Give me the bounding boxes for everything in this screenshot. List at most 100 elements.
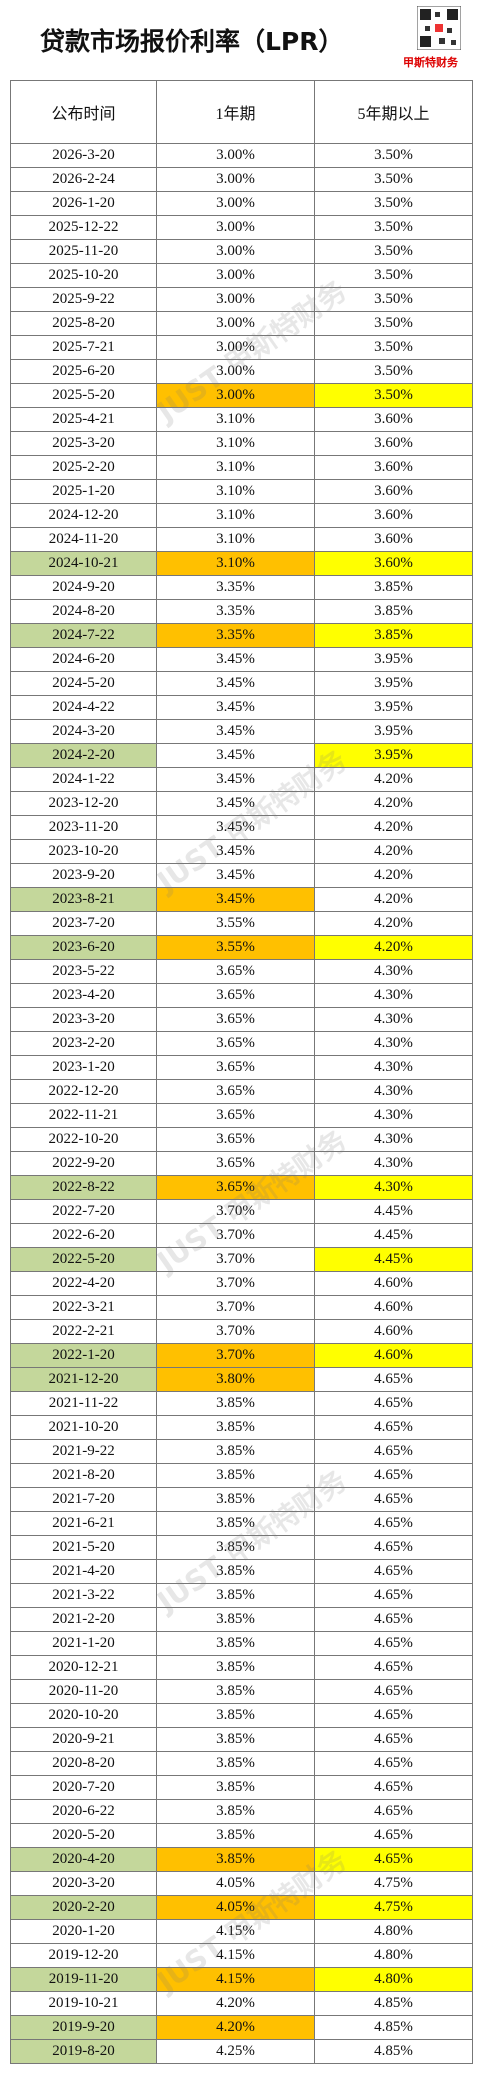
table-cell: 4.05%: [156, 1895, 315, 1920]
table-row: 2022-3-21 3.70% 4.60%: [10, 1295, 473, 1320]
table-row: 2024-6-20 3.45% 3.95%: [10, 647, 473, 672]
table-cell: 2024-2-20: [10, 743, 157, 768]
lpr-table: 公布时间 1年期 5年期以上 2026-3-20 3.00% 3.50% 2026-2-2…: [10, 80, 473, 2064]
table-cell: 4.85%: [314, 2015, 473, 2040]
table-row: 2026-1-20 3.00% 3.50%: [10, 191, 473, 216]
table-row: 2023-10-20 3.45% 4.20%: [10, 839, 473, 864]
table-cell: 3.45%: [156, 743, 315, 768]
table-cell: 4.20%: [314, 815, 473, 840]
table-cell: 4.30%: [314, 1007, 473, 1032]
table-cell: 4.65%: [314, 1799, 473, 1824]
table-cell: 4.80%: [314, 1919, 473, 1944]
table-row: 2021-10-20 3.85% 4.65%: [10, 1415, 473, 1440]
table-cell: 3.45%: [156, 647, 315, 672]
table-row: 2022-2-21 3.70% 4.60%: [10, 1319, 473, 1344]
table-row: 2020-10-20 3.85% 4.65%: [10, 1703, 473, 1728]
table-cell: 3.60%: [314, 431, 473, 456]
table-cell: 2022-9-20: [10, 1151, 157, 1176]
table-cell: 4.25%: [156, 2039, 315, 2064]
table-cell: 3.10%: [156, 431, 315, 456]
table-cell: 3.45%: [156, 791, 315, 816]
table-cell: 3.95%: [314, 719, 473, 744]
table-cell: 3.95%: [314, 743, 473, 768]
table-cell: 3.00%: [156, 143, 315, 168]
table-row: 2021-1-20 3.85% 4.65%: [10, 1631, 473, 1656]
table-cell: 4.65%: [314, 1439, 473, 1464]
table-cell: 3.85%: [156, 1631, 315, 1656]
table-cell: 3.00%: [156, 191, 315, 216]
table-cell: 3.95%: [314, 695, 473, 720]
table-cell: 4.30%: [314, 1055, 473, 1080]
table-cell: 2026-2-24: [10, 167, 157, 192]
table-row: 2024-4-22 3.45% 3.95%: [10, 695, 473, 720]
table-cell: 3.65%: [156, 1055, 315, 1080]
table-row: 2025-12-22 3.00% 3.50%: [10, 215, 473, 240]
table-cell: 3.50%: [314, 239, 473, 264]
table-cell: 4.65%: [314, 1655, 473, 1680]
table-row: 2024-9-20 3.35% 3.85%: [10, 575, 473, 600]
table-cell: 2020-12-21: [10, 1655, 157, 1680]
table-row: 2025-7-21 3.00% 3.50%: [10, 335, 473, 360]
table-cell: 4.20%: [314, 791, 473, 816]
table-cell: 4.20%: [314, 911, 473, 936]
table-cell: 3.85%: [156, 1535, 315, 1560]
table-cell: 3.85%: [314, 599, 473, 624]
table-cell: 4.15%: [156, 1919, 315, 1944]
table-cell: 2023-11-20: [10, 815, 157, 840]
table-cell: 3.70%: [156, 1199, 315, 1224]
table-cell: 4.60%: [314, 1271, 473, 1296]
table-cell: 4.65%: [314, 1511, 473, 1536]
table-cell: 4.05%: [156, 1871, 315, 1896]
table-cell: 2019-10-21: [10, 1991, 157, 2016]
table-cell: 4.80%: [314, 1943, 473, 1968]
table-row: 2025-11-20 3.00% 3.50%: [10, 239, 473, 264]
table-row: 2021-9-22 3.85% 4.65%: [10, 1439, 473, 1464]
table-cell: 2022-12-20: [10, 1079, 157, 1104]
table-cell: 3.45%: [156, 815, 315, 840]
table-cell: 3.65%: [156, 983, 315, 1008]
table-cell: 2025-7-21: [10, 335, 157, 360]
table-cell: 2023-9-20: [10, 863, 157, 888]
table-cell: 2023-10-20: [10, 839, 157, 864]
table-row: 2020-11-20 3.85% 4.65%: [10, 1679, 473, 1704]
table-cell: 3.85%: [156, 1775, 315, 1800]
table-row: 2021-7-20 3.85% 4.65%: [10, 1487, 473, 1512]
table-cell: 2025-11-20: [10, 239, 157, 264]
table-row: 2021-11-22 3.85% 4.65%: [10, 1391, 473, 1416]
table-row: 2022-10-20 3.65% 4.30%: [10, 1127, 473, 1152]
table-cell: 3.35%: [156, 575, 315, 600]
table-cell: 2024-12-20: [10, 503, 157, 528]
table-cell: 2019-11-20: [10, 1967, 157, 1992]
table-cell: 3.00%: [156, 167, 315, 192]
table-cell: 2021-8-20: [10, 1463, 157, 1488]
table-cell: 2019-9-20: [10, 2015, 157, 2040]
table-row: 2021-3-22 3.85% 4.65%: [10, 1583, 473, 1608]
table-row: 2023-6-20 3.55% 4.20%: [10, 935, 473, 960]
table-row: 2020-1-20 4.15% 4.80%: [10, 1919, 473, 1944]
table-row: 2019-8-20 4.25% 4.85%: [10, 2039, 473, 2064]
table-cell: 4.65%: [314, 1727, 473, 1752]
table-cell: 4.20%: [156, 1991, 315, 2016]
table-cell: 4.75%: [314, 1895, 473, 1920]
table-cell: 3.00%: [156, 311, 315, 336]
table-cell: 4.30%: [314, 1103, 473, 1128]
table-cell: 2021-9-22: [10, 1439, 157, 1464]
column-header: 公布时间: [10, 80, 157, 144]
table-cell: 2024-7-22: [10, 623, 157, 648]
table-cell: 4.65%: [314, 1775, 473, 1800]
table-cell: 3.65%: [156, 1007, 315, 1032]
table-cell: 3.00%: [156, 239, 315, 264]
table-cell: 3.10%: [156, 527, 315, 552]
table-cell: 2022-1-20: [10, 1343, 157, 1368]
table-row: 2020-6-22 3.85% 4.65%: [10, 1799, 473, 1824]
table-cell: 2025-3-20: [10, 431, 157, 456]
table-cell: 2022-11-21: [10, 1103, 157, 1128]
table-cell: 3.00%: [156, 215, 315, 240]
table-cell: 3.00%: [156, 335, 315, 360]
table-cell: 2022-7-20: [10, 1199, 157, 1224]
table-cell: 3.85%: [314, 575, 473, 600]
table-cell: 2023-8-21: [10, 887, 157, 912]
table-cell: 2020-10-20: [10, 1703, 157, 1728]
table-cell: 4.20%: [314, 887, 473, 912]
